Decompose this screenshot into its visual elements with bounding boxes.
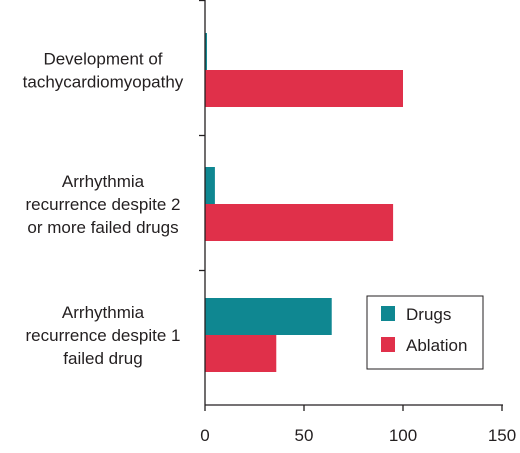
x-tick-label-1: 50 [295,426,314,445]
category-labels: Development of tachycardiomyopathy Arrhyth… [23,50,184,369]
x-tick-label-2: 100 [389,426,417,445]
category-label-line: Arrhythmia [62,172,145,191]
bar-ablation-1 [205,204,394,241]
category-label-line: failed drug [63,349,142,368]
category-label-2: Arrhythmia recurrence despite 1 failed dru… [26,303,181,368]
bar-ablation-0 [205,70,403,107]
category-label-1: Arrhythmia recurrence despite 2 or more fa… [26,172,181,237]
category-label-line: recurrence despite 2 [26,195,181,214]
x-tick-label-0: 0 [200,426,209,445]
legend-swatch-drugs [381,306,395,321]
axes: 0 50 100 150 [199,0,516,445]
category-label-line: Arrhythmia [62,303,145,322]
bar-ablation-2 [205,335,277,372]
legend: Drugs Ablation [366,295,484,370]
legend-swatch-ablation [381,337,395,352]
category-label-line: Development of [43,50,162,69]
bar-drugs-2 [205,298,332,335]
category-label-0: Development of tachycardiomyopathy [23,50,184,92]
category-label-line: or more failed drugs [27,218,178,237]
category-label-line: recurrence despite 1 [26,326,181,345]
bar-drugs-1 [205,167,215,204]
legend-label-drugs: Drugs [406,305,451,324]
category-label-line: tachycardiomyopathy [23,73,184,92]
x-tick-label-3: 150 [488,426,516,445]
legend-label-ablation: Ablation [406,336,467,355]
bar-drugs-0 [205,33,207,70]
bars-layer [205,33,403,372]
